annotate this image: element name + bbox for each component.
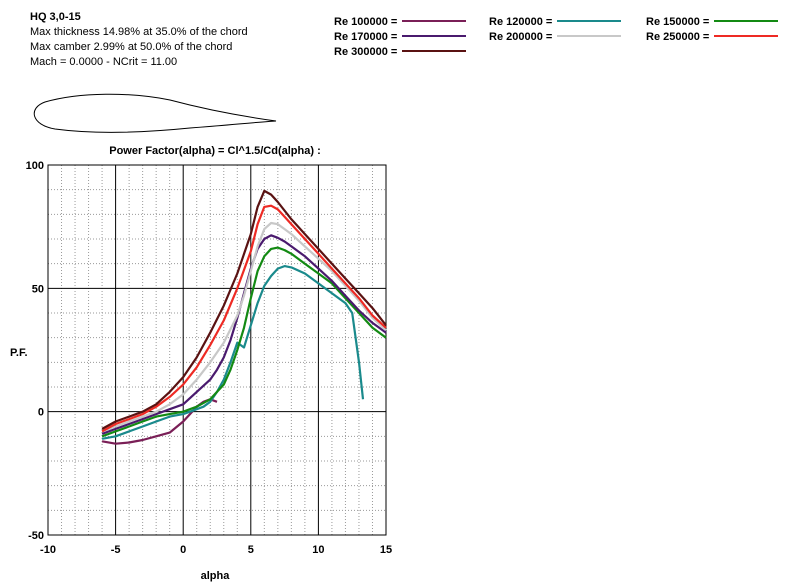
series-line-2 xyxy=(101,246,387,438)
legend-entry: Re 200000 = xyxy=(489,30,622,44)
legend-entry: Re 100000 = xyxy=(334,15,467,29)
series-line-6 xyxy=(101,189,387,430)
legend-label: Re 300000 = xyxy=(334,46,398,58)
legend-label: Re 100000 = xyxy=(334,16,398,28)
airfoil-thickness: Max thickness 14.98% at 35.0% of the cho… xyxy=(30,26,248,38)
series-line-4 xyxy=(101,221,387,433)
x-tick-label: -5 xyxy=(111,544,121,556)
series-layer xyxy=(101,189,387,445)
x-axis-label: alpha xyxy=(201,570,231,582)
y-tick-label: -50 xyxy=(28,530,44,542)
x-tick-label: -10 xyxy=(40,544,56,556)
legend-swatch xyxy=(714,20,779,23)
y-tick-label: 0 xyxy=(38,407,44,419)
minor-grid xyxy=(48,165,386,535)
legend-entry: Re 150000 = xyxy=(646,15,779,29)
legend-label: Re 150000 = xyxy=(646,16,710,28)
x-tick-label: 10 xyxy=(312,544,324,556)
legend-label: Re 200000 = xyxy=(489,31,553,43)
legend-swatch xyxy=(557,35,622,38)
legend-entry: Re 300000 = xyxy=(334,45,467,59)
legend-label: Re 170000 = xyxy=(334,31,398,43)
airfoil-info: HQ 3,0-15 Max thickness 14.98% at 35.0% … xyxy=(30,10,248,70)
chart-legend: Re 100000 = Re 120000 = Re 150000 = Re 1700… xyxy=(0,15,799,75)
series-line-5 xyxy=(101,204,387,433)
legend-entry: Re 120000 = xyxy=(489,15,622,29)
chart-title: Power Factor(alpha) = Cl^1.5/Cd(alpha) : xyxy=(109,145,321,157)
legend-swatch xyxy=(402,35,467,38)
y-tick-label: 100 xyxy=(26,160,44,172)
series-line-3 xyxy=(101,234,387,435)
legend-swatch xyxy=(402,50,467,53)
legend-label: Re 250000 = xyxy=(646,31,710,43)
major-grid xyxy=(47,164,387,536)
plot-frame xyxy=(47,164,387,536)
series-line-1 xyxy=(101,265,365,440)
legend-entry: Re 170000 = xyxy=(334,30,467,44)
airfoil-flow-conditions: Mach = 0.0000 - NCrit = 11.00 xyxy=(30,56,178,68)
x-tick-label: 0 xyxy=(180,544,186,556)
legend-swatch xyxy=(402,20,467,23)
legend-label: Re 120000 = xyxy=(489,16,553,28)
y-tick-label: 50 xyxy=(32,283,44,295)
x-tick-label: 15 xyxy=(380,544,392,556)
airfoil-camber: Max camber 2.99% at 50.0% of the chord xyxy=(30,41,233,53)
legend-swatch xyxy=(714,35,779,38)
legend-entry: Re 250000 = xyxy=(646,30,779,44)
y-axis-label: P.F. xyxy=(10,347,28,359)
x-tick-label: 5 xyxy=(248,544,254,556)
airfoil-name: HQ 3,0-15 xyxy=(30,11,81,23)
legend-swatch xyxy=(557,20,622,23)
